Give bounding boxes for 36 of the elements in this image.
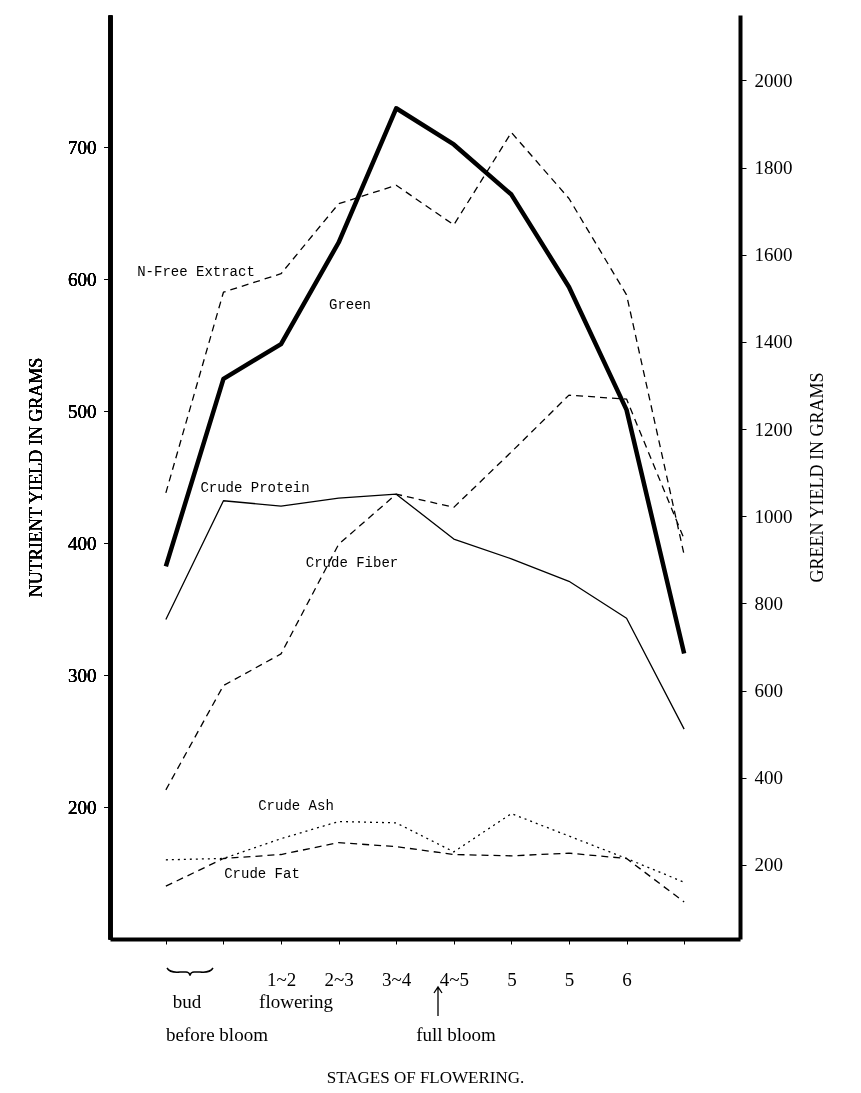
y2-tick-label: 400 — [754, 767, 783, 789]
x-axis-title: STAGES OF FLOWERING. — [326, 1067, 525, 1087]
y2-tick-label: 1200 — [754, 418, 793, 440]
text: full bloom — [416, 1024, 497, 1045]
y2-tick-label: 1800 — [754, 157, 793, 179]
x-tick-label: 2~3 — [324, 968, 354, 990]
y-tick-label: 500 — [68, 400, 97, 422]
x-tick-label: 5 — [507, 968, 517, 990]
x-tick-label: 5 — [564, 968, 575, 990]
y2-tick-label: 1000 — [754, 505, 793, 527]
text: before bloom — [166, 1024, 269, 1045]
series-label: N-Free Extract — [137, 264, 255, 280]
x-tick-label: 3~4 — [382, 968, 412, 990]
x-tick-label: 1~2 — [266, 968, 297, 990]
y-axis-title: NUTRIENT YIELD IN GRAMS — [26, 357, 46, 598]
text: bud — [172, 991, 202, 1012]
y-tick-label: 400 — [68, 532, 97, 554]
series-label: Crude Ash — [258, 798, 334, 814]
series-label: Crude Fat — [224, 866, 300, 882]
x-tick-label: 6 — [622, 968, 632, 990]
series-label: Green — [328, 297, 372, 313]
y-tick-label: 200 — [68, 796, 97, 818]
y-tick-label: 700 — [68, 136, 97, 158]
y2-axis-title: GREEN YIELD IN GRAMS — [806, 372, 827, 583]
y2-tick-label: 2000 — [754, 69, 793, 91]
y2-tick-label: 600 — [754, 680, 783, 702]
y2-tick-label: 1600 — [754, 244, 793, 266]
text: flowering — [259, 991, 334, 1012]
y2-tick-label: 1400 — [754, 331, 793, 353]
y-tick-label: 300 — [68, 664, 97, 686]
y-tick-label: 600 — [68, 268, 97, 290]
y2-tick-label: 200 — [754, 854, 783, 876]
series-label: Crude Protein — [200, 480, 310, 496]
series-label: Crude Fiber — [305, 555, 399, 571]
x-tick-label: 4~5 — [439, 968, 469, 990]
y2-tick-label: 800 — [754, 592, 783, 614]
